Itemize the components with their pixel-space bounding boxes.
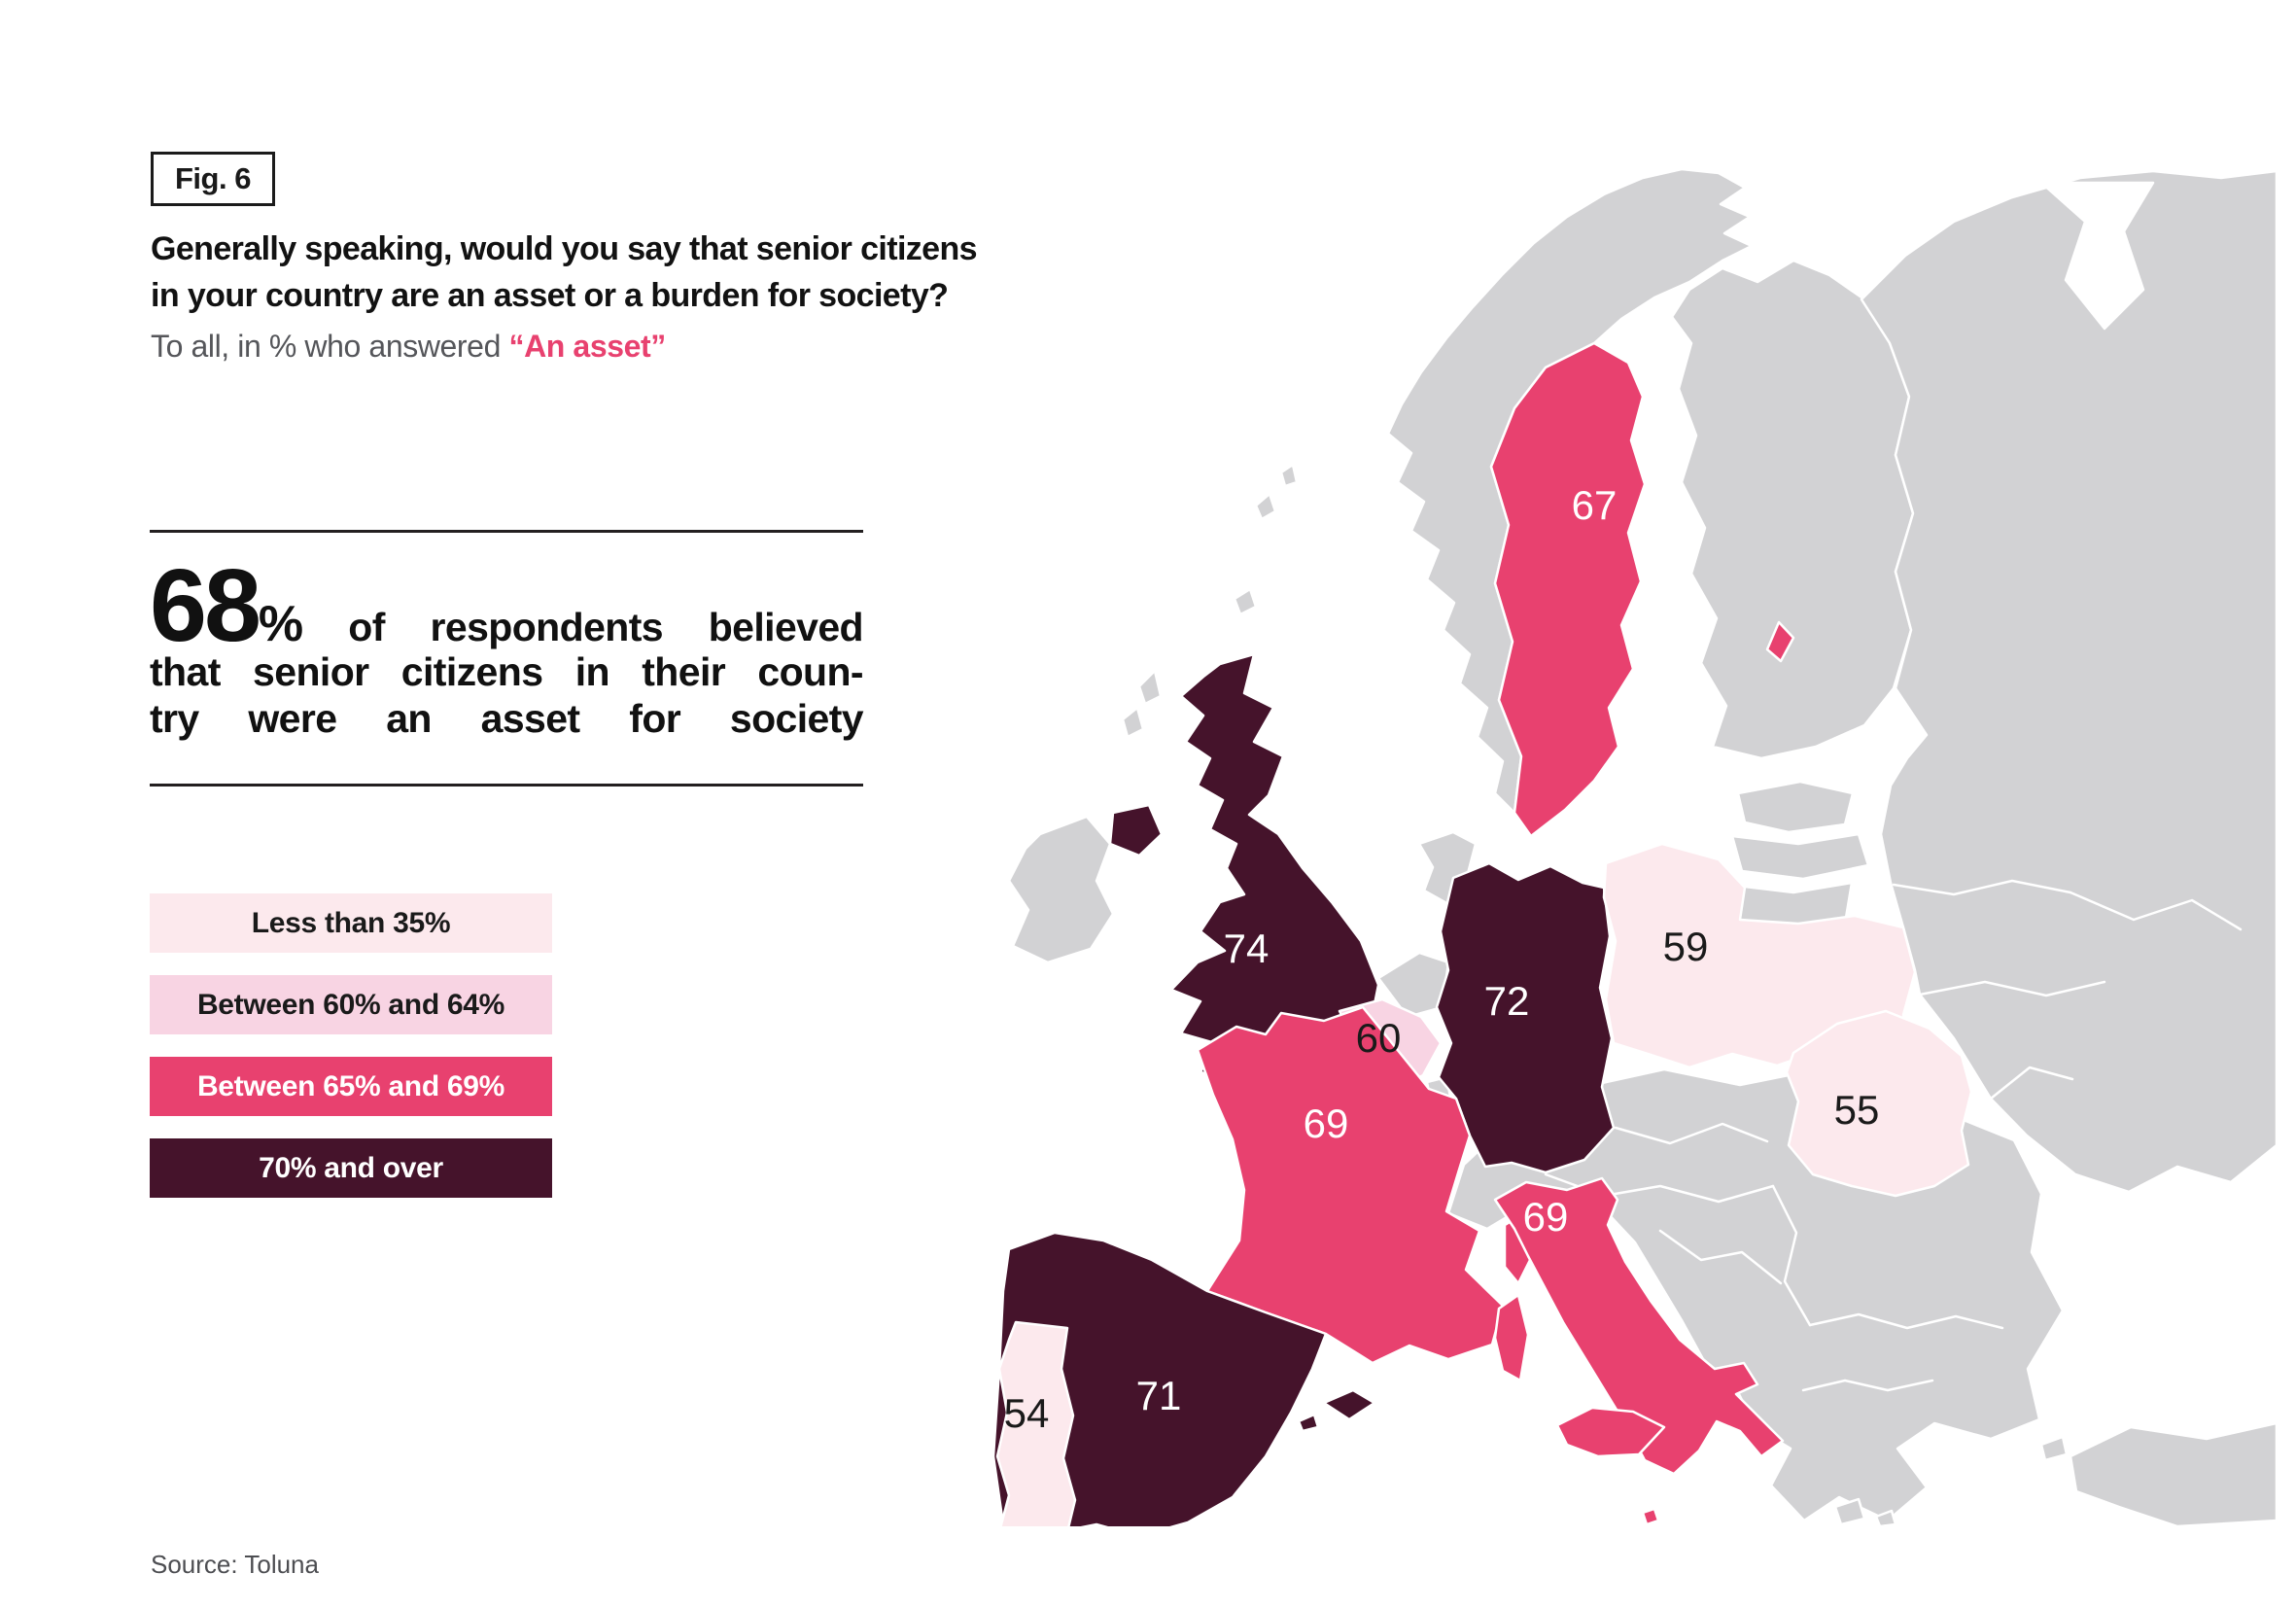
value-label-poland: 59 <box>1663 924 1709 969</box>
turkey-island <box>2039 1435 2069 1462</box>
country-ireland <box>1007 815 1115 964</box>
legend-item-60-64: Between 60% and 64% <box>150 975 552 1034</box>
value-label-germany: 72 <box>1484 978 1530 1024</box>
legend-item-70plus: 70% and over <box>150 1138 552 1198</box>
border-bulgaria-north <box>1808 1312 2004 1330</box>
key-stat-line-1-text: of respondents believed <box>348 605 863 649</box>
subtitle-prefix: To all, in % who answered <box>151 329 509 364</box>
border-bulgaria-greece <box>1801 1379 1934 1392</box>
figure-title-line-1: Generally speaking, would you say that s… <box>151 230 978 267</box>
country-germany <box>1435 861 1616 1174</box>
subtitle-answer-highlight: “An asset” <box>508 329 666 364</box>
key-stat-line-3: try were an asset for society <box>150 695 864 741</box>
value-label-belgium: 60 <box>1356 1015 1402 1061</box>
country-latvia <box>1730 832 1870 881</box>
border-serbia-west <box>1771 1184 1812 1327</box>
value-label-france: 69 <box>1304 1101 1349 1146</box>
country-finland <box>1670 259 1915 760</box>
country-italy <box>1493 1176 1785 1476</box>
border-croatia-bosnia <box>1658 1229 1783 1285</box>
value-label-united-kingdom: 74 <box>1224 926 1270 971</box>
islands-balearics <box>1297 1388 1376 1433</box>
border-belarus-ukraine <box>1918 980 2106 997</box>
figure-title: Generally speaking, would you say that s… <box>151 226 978 320</box>
figure-subtitle: To all, in % who answered “An asset” <box>151 329 666 365</box>
region-northern-ireland <box>1108 803 1164 857</box>
key-stat-block: 68% of respondents believed that senior … <box>150 530 864 787</box>
key-stat-number: 68 <box>150 548 261 663</box>
aegean-islands <box>1833 1497 1897 1526</box>
country-sweden <box>1489 341 1647 838</box>
country-spain <box>991 1231 1328 1526</box>
key-stat-line-2: that senior citizens in their coun- <box>150 649 864 694</box>
key-stat-line-1: 68% of respondents believed <box>150 554 864 657</box>
white-sea-inlet <box>2039 181 2155 331</box>
key-stat-percent-sign: % <box>258 596 303 652</box>
value-label-spain: 71 <box>1136 1373 1182 1418</box>
figure-title-line-2: in your country are an asset or a burden… <box>151 277 949 315</box>
value-label-portugal: 54 <box>1004 1390 1050 1436</box>
country-portugal <box>995 1320 1077 1526</box>
source-note: Source: Toluna <box>151 1550 319 1579</box>
value-label-italy: 69 <box>1523 1194 1569 1240</box>
island-sardinia <box>1493 1293 1530 1382</box>
border-czechia-slovakia <box>1614 1122 1769 1145</box>
country-romania <box>1785 1009 1973 1198</box>
island-gotland <box>1765 620 1795 663</box>
region-russia-belarus-ukraine <box>1860 169 2277 1194</box>
region-turkey-northwest <box>2069 1421 2277 1526</box>
legend-item-65-69: Between 65% and 69% <box>150 1057 552 1116</box>
figure-badge: Fig. 6 <box>151 152 275 206</box>
scotland-isles <box>1121 463 1299 739</box>
island-malta <box>1641 1507 1660 1526</box>
border-baltics-belarus <box>1892 879 2072 896</box>
value-label-romania: 55 <box>1834 1087 1880 1133</box>
map-legend: Less than 35% Between 60% and 64% Betwee… <box>150 893 552 1220</box>
island-sicily <box>1555 1406 1666 1458</box>
europe-choropleth-map: 67 74 72 59 60 69 69 55 54 71 <box>991 167 2277 1526</box>
legend-item-lt35: Less than 35% <box>150 893 552 953</box>
value-label-sweden: 67 <box>1572 482 1618 528</box>
border-moldova <box>1989 1066 2074 1101</box>
border-russia-ukraine <box>2069 891 2243 931</box>
country-france <box>1196 1005 1505 1365</box>
country-estonia <box>1736 780 1855 834</box>
